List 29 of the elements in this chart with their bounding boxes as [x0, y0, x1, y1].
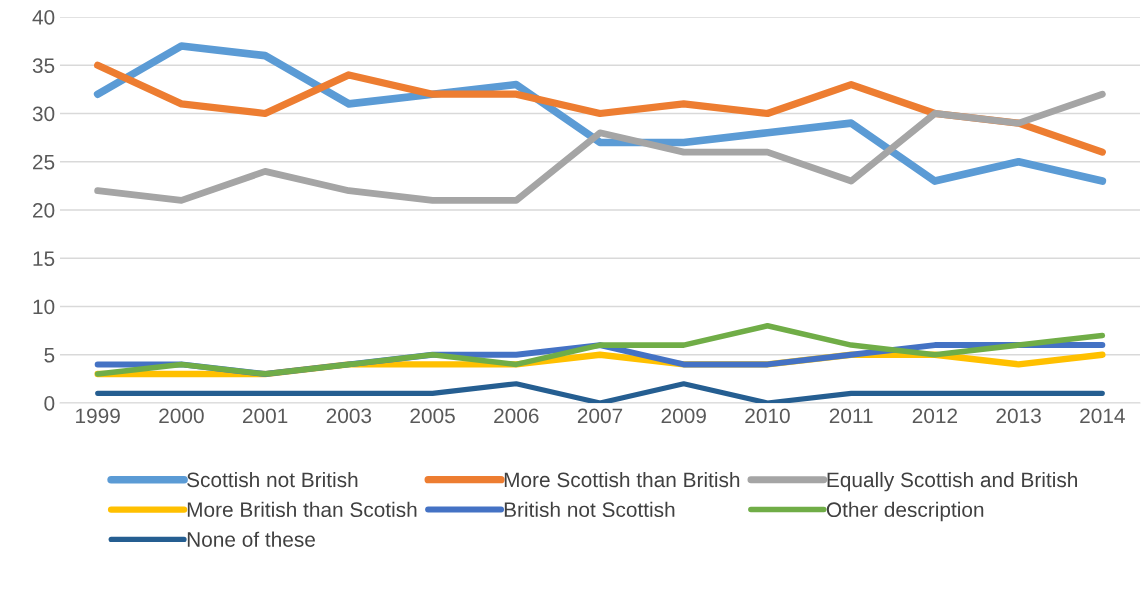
x-tick-label: 2014 — [1080, 408, 1125, 424]
y-tick-label: 30 — [32, 106, 55, 122]
x-tick-label: 2009 — [661, 408, 706, 424]
legend-label: British not Scottish — [504, 501, 675, 518]
x-tick-label: 2007 — [577, 408, 623, 424]
x-tick-label: 2000 — [159, 408, 204, 424]
legend-label: More British than Scotish — [187, 501, 417, 518]
y-tick-label: 40 — [32, 10, 55, 25]
legend-label: Other description — [826, 501, 984, 522]
y-tick-label: 20 — [33, 203, 55, 218]
legend-label: Scottish not British — [187, 471, 358, 488]
x-tick-label: 2003 — [326, 408, 372, 424]
legend-label: Equally Scottish and British — [827, 471, 1077, 492]
x-tick-label: 2006 — [494, 408, 539, 424]
x-tick-label: 2011 — [829, 408, 873, 424]
x-tick-label: 2010 — [745, 408, 790, 424]
y-tick-label: 15 — [33, 251, 55, 266]
x-tick-label: 2005 — [410, 408, 455, 424]
y-tick-label: 35 — [32, 58, 55, 73]
y-tick-label: 0 — [44, 396, 55, 411]
y-tick-label: 5 — [44, 347, 55, 363]
legend-label: More Scottish than British — [504, 471, 740, 488]
y-tick-label: 10 — [33, 299, 55, 315]
x-tick-label: 2012 — [912, 408, 958, 424]
x-tick-label: 1999 — [76, 408, 120, 424]
x-tick-label: 2013 — [996, 408, 1041, 424]
y-tick-label: 25 — [33, 154, 55, 170]
x-tick-label: 2001 — [242, 408, 288, 424]
legend-label: None of these — [187, 531, 315, 547]
